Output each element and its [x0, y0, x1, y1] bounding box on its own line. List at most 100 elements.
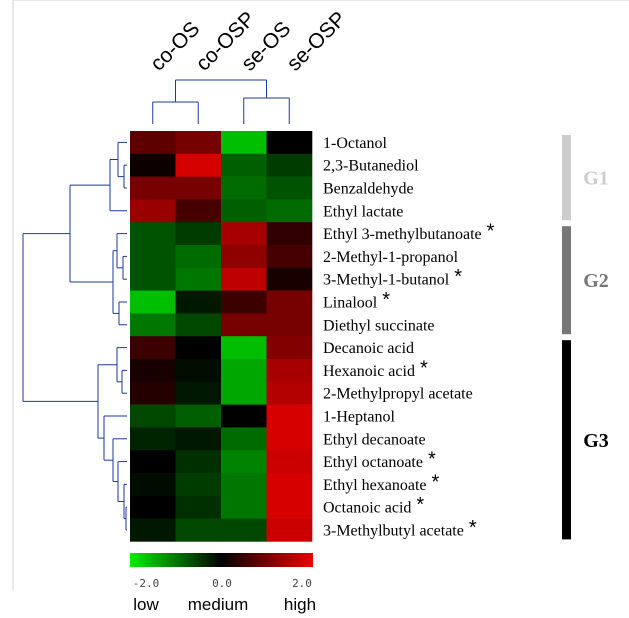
row-label: 3-Methylbutyl acetate [323, 523, 464, 540]
group-label: G3 [583, 430, 609, 452]
legend-word-high: high [284, 595, 316, 614]
heatmap-cell [130, 359, 176, 383]
row-dendrogram [22, 141, 127, 531]
heatmap-cell [175, 222, 222, 246]
heatmap-cell [266, 336, 313, 360]
heatmap-cell [266, 267, 313, 291]
column-dendrogram [152, 79, 290, 124]
heatmap-cell [175, 245, 222, 269]
heatmap-cell [175, 290, 222, 314]
heatmap-cell [221, 267, 267, 291]
heatmap-cell [175, 199, 222, 223]
row-label: 1-Heptanol [323, 409, 396, 426]
heatmap-cell [130, 290, 176, 314]
heatmap-cell [221, 222, 267, 246]
heatmap-cell [130, 495, 176, 519]
significance-star: * [428, 449, 436, 471]
column-label: se-OSP [283, 7, 351, 75]
heatmap-cell [130, 176, 176, 200]
heatmap-cell [130, 427, 176, 451]
significance-star: * [487, 221, 495, 243]
heatmap-cell [221, 313, 267, 337]
significance-star: * [382, 289, 390, 311]
heatmap-cell [221, 518, 267, 542]
heatmap-cell [266, 313, 313, 337]
heatmap-cell [221, 176, 267, 200]
row-label: 3-Methyl-1-butanol [323, 272, 450, 289]
row-label: Hexanoic acid [323, 363, 415, 380]
significance-star: * [469, 517, 477, 539]
legend-tick-mid: 0.0 [212, 577, 232, 590]
row-label: Octanoic acid [323, 500, 411, 517]
heatmap-cell [221, 131, 267, 155]
heatmap-cell [130, 131, 176, 155]
group-bars: G1 G2 G3 [562, 135, 609, 540]
heatmap-cell [130, 245, 176, 269]
legend-word-low: low [133, 595, 159, 614]
heatmap-cell [175, 153, 222, 177]
row-label: 2-Methyl-1-propanol [323, 249, 459, 266]
heatmap-cell [175, 359, 222, 383]
heatmap-cell [130, 199, 176, 223]
significance-star: * [432, 471, 440, 493]
color-scale-bar [130, 553, 313, 567]
heatmap-cell [221, 495, 267, 519]
heatmap-cell [130, 381, 176, 405]
heatmap-cell [130, 473, 176, 497]
heatmap-cell [266, 176, 313, 200]
significance-star: * [420, 357, 428, 379]
group-bar [562, 135, 571, 221]
heatmap-cell [175, 518, 222, 542]
heatmap-cell [175, 404, 222, 428]
heatmap-cell [130, 267, 176, 291]
significance-star: * [416, 494, 424, 516]
legend-tick-max: 2.0 [292, 577, 312, 590]
group-label: G1 [583, 168, 609, 190]
heatmap-cell [221, 450, 267, 474]
row-label: 2-Methylpropyl acetate [323, 386, 473, 403]
heatmap-cell [266, 404, 313, 428]
row-label: Decanoic acid [323, 340, 414, 357]
heatmap-cell [266, 199, 313, 223]
heatmap-cell [130, 222, 176, 246]
heatmap-cell [175, 131, 222, 155]
heatmap-cell [175, 313, 222, 337]
heatmap-cell [221, 473, 267, 497]
legend-tick-min: -2.0 [133, 577, 160, 590]
row-labels: 1-Octanol 2,3-Butanediol Benzaldehyde Ethyl… [323, 135, 495, 540]
heatmap-cell [221, 336, 267, 360]
column-label: co-OS [146, 17, 204, 75]
row-label: Ethyl hexanoate [323, 477, 427, 494]
row-label: Linalool [323, 295, 378, 312]
heatmap-cell [175, 381, 222, 405]
heatmap-cell [175, 473, 222, 497]
heatmap-cell [130, 404, 176, 428]
significance-star: * [454, 266, 462, 288]
heatmap-cell [221, 381, 267, 405]
heatmap-cell [266, 473, 313, 497]
group-label: G2 [583, 270, 609, 292]
row-label: Ethyl 3-methylbutanoate [323, 226, 482, 243]
heatmap-cell [175, 336, 222, 360]
heatmap-cell [266, 245, 313, 269]
heatmap-cell [266, 153, 313, 177]
row-label: Diethyl succinate [323, 317, 435, 334]
heatmap-cell [130, 336, 176, 360]
heatmap-cell [175, 450, 222, 474]
heatmap-cell [221, 245, 267, 269]
heatmap-cell [175, 267, 222, 291]
row-label: Benzaldehyde [323, 181, 414, 198]
heatmap-cell [266, 381, 313, 405]
group-bar [562, 226, 571, 335]
heatmap-cell [221, 359, 267, 383]
heatmap-cells [130, 131, 313, 542]
heatmap-cell [175, 176, 222, 200]
heatmap-cell [266, 222, 313, 246]
heatmap-cell [130, 450, 176, 474]
heatmap-cell [175, 495, 222, 519]
heatmap-cell [130, 313, 176, 337]
heatmap-cell [130, 153, 176, 177]
heatmap-cell [221, 427, 267, 451]
heatmap-cell [266, 495, 313, 519]
